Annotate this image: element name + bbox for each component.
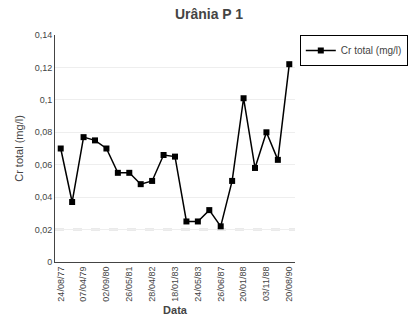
svg-text:26/06/87: 26/06/87 bbox=[216, 267, 226, 302]
svg-text:0,06: 0,06 bbox=[35, 160, 53, 170]
svg-text:03/11/88: 03/11/88 bbox=[261, 267, 271, 301]
svg-text:24/05/83: 24/05/83 bbox=[193, 267, 203, 302]
svg-text:20/01/88: 20/01/88 bbox=[238, 267, 248, 302]
svg-text:28/04/82: 28/04/82 bbox=[147, 267, 157, 302]
svg-text:02/09/80: 02/09/80 bbox=[101, 267, 111, 302]
svg-text:Urânia P 1: Urânia P 1 bbox=[175, 6, 243, 22]
svg-text:0,02: 0,02 bbox=[35, 225, 53, 235]
svg-text:0,1: 0,1 bbox=[40, 95, 53, 105]
svg-text:26/05/81: 26/05/81 bbox=[124, 267, 134, 302]
svg-text:Cr total (mg/l): Cr total (mg/l) bbox=[341, 45, 402, 56]
svg-text:Cr total (mg/l): Cr total (mg/l) bbox=[13, 115, 25, 182]
svg-text:0,04: 0,04 bbox=[35, 192, 53, 202]
svg-text:0,08: 0,08 bbox=[35, 127, 53, 137]
svg-text:20/08/90: 20/08/90 bbox=[284, 267, 294, 302]
svg-text:0,12: 0,12 bbox=[35, 63, 53, 73]
svg-text:0: 0 bbox=[47, 257, 52, 267]
svg-text:24/08/77: 24/08/77 bbox=[56, 267, 66, 302]
svg-text:0,14: 0,14 bbox=[35, 30, 53, 40]
svg-text:07/04/79: 07/04/79 bbox=[78, 267, 88, 302]
svg-text:18/01/83: 18/01/83 bbox=[170, 267, 180, 302]
svg-text:Data: Data bbox=[163, 304, 188, 316]
